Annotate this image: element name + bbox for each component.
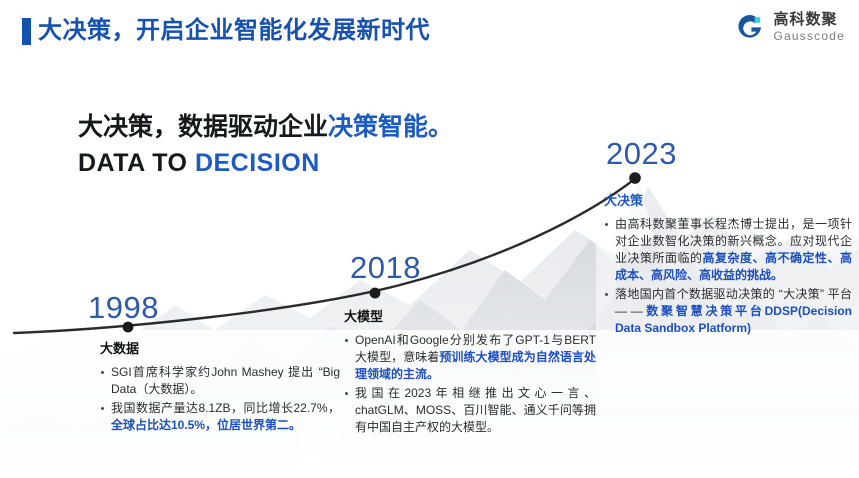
milestone-bullets-1998: SGI首席科学家约John Mashey 提出 “Big Data（大数据）。我… [100,364,340,434]
year-label-1998: 1998 [88,290,159,325]
slide-header: 大决策，开启企业智能化发展新时代 高科数聚 Gausscode [0,0,859,62]
milestone-heading-2018: 大模型 [344,309,384,324]
lead-title-en-highlight: DECISION [194,149,320,177]
bullet-emphasis-text: DDSP(Decision Data Sandbox Platform) [615,304,852,335]
bullet-text: 由高科数聚董事长程杰博士提出，是一项针对企业数智化决策的新兴概念。应对现代企业决… [615,217,852,265]
lead-title-en: DATA TO DECISION [78,149,548,178]
year-label-2018: 2018 [350,250,421,285]
lead-title-cn: 大决策，数据驱动企业决策智能。 [78,110,548,144]
page-title: 大决策，开启企业智能化发展新时代 [38,17,430,44]
brand-logo: 高科数聚 Gausscode [735,12,845,42]
year-label-2023: 2023 [606,136,677,171]
lead-title-cn-plain: 大决策，数据驱动企业 [78,113,329,141]
milestone-bullets-2018: OpenAI和Google分别发布了GPT-1与BERT大模型，意味着预训练大模… [344,332,596,436]
bullet-emphasis-text: 全球占比达10.5%，位居世界第二。 [111,418,302,432]
milestone-column-2023: 大决策 由高科数聚董事长程杰博士提出，是一项针对企业数智化决策的新兴概念。应对现… [604,192,852,339]
bullet-text: SGI首席科学家约John Mashey 提出 “Big Data（大数据）。 [111,365,340,396]
milestone-marker-2018 [369,287,381,299]
bullet-text: 落地国内首个数据驱动决策的 “大决策” 平台 — — [615,287,852,318]
list-item: 我国数据产量达8.1ZB，同比增长22.7%， 全球占比达10.5%，位居世界第二… [100,400,340,434]
list-item: SGI首席科学家约John Mashey 提出 “Big Data（大数据）。 [100,364,340,398]
lead-title-cn-highlight: 决策智能。 [328,113,454,141]
milestone-column-2018: 大模型 OpenAI和Google分别发布了GPT-1与BERT大模型，意味着预… [344,308,596,438]
header-accent-bar [22,18,31,45]
milestone-column-1998: 大数据 SGI首席科学家约John Mashey 提出 “Big Data（大数… [100,340,340,436]
lead-title-block: 大决策，数据驱动企业决策智能。 DATA TO DECISION [78,110,548,178]
bullet-text: 我国数据产量达8.1ZB，同比增长22.7%， [111,401,340,415]
bullet-emphasis-text: 高复杂度、高不确定性、高成本、高风险、高收益的挑战。 [615,251,852,282]
list-item: 我国在2023年相继推出文心一言、chatGLM、MOSS、百川智能、通义千问等… [344,385,596,436]
bullet-emphasis-text: 数聚智慧决策平台 [646,304,765,318]
milestone-bullets-2023: 由高科数聚董事长程杰博士提出，是一项针对企业数智化决策的新兴概念。应对现代企业决… [604,216,852,337]
bullet-text: 我国在2023年相继推出文心一言、chatGLM、MOSS、百川智能、通义千问等… [355,386,596,434]
milestone-heading-1998: 大数据 [100,341,140,356]
list-item: OpenAI和Google分别发布了GPT-1与BERT大模型，意味着预训练大模… [344,332,596,383]
brand-name-cn: 高科数聚 [773,11,838,28]
gausscode-g-logo-icon [735,12,765,42]
list-item: 由高科数聚董事长程杰博士提出，是一项针对企业数智化决策的新兴概念。应对现代企业决… [604,216,852,284]
brand-name-en: Gausscode [773,29,845,43]
brand-text: 高科数聚 Gausscode [773,12,845,42]
bullet-emphasis-text: 预训练大模型成为自然语言处理领域的主流。 [355,350,596,381]
list-item: 落地国内首个数据驱动决策的 “大决策” 平台 — — 数聚智慧决策平台DDSP(… [604,286,852,337]
bullet-text: OpenAI和Google分别发布了GPT-1与BERT大模型，意味着 [355,333,596,364]
lead-title-en-plain: DATA TO [78,149,195,177]
milestone-heading-2023: 大决策 [604,193,644,208]
milestone-marker-2023 [629,172,641,184]
